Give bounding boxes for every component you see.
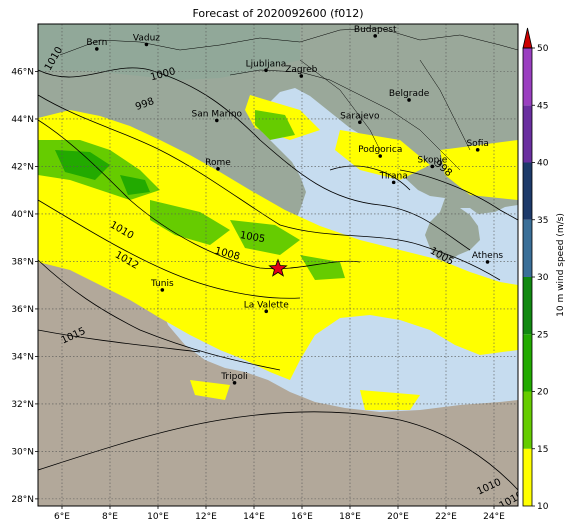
lat-tick-label: 38°N xyxy=(11,257,34,267)
colorbar-tick-label: 20 xyxy=(537,388,549,398)
colorbar-tick-label: 50 xyxy=(537,44,549,54)
colorbar-band xyxy=(523,277,532,335)
lon-tick-label: 8°E xyxy=(102,512,118,522)
city-dot xyxy=(475,148,480,152)
city-label: Belgrade xyxy=(389,89,430,99)
city-dot xyxy=(215,118,219,123)
wind-20-25-areas xyxy=(55,150,150,195)
colorbar-band xyxy=(523,219,532,277)
colorbar-tick-label: 30 xyxy=(537,273,549,283)
colorbar-band xyxy=(523,48,532,106)
city-dot xyxy=(264,68,268,73)
city-label: Podgorica xyxy=(358,145,402,155)
city-label: Vaduz xyxy=(133,33,160,43)
city-dot xyxy=(373,34,378,38)
city-dot xyxy=(485,260,490,264)
colorbar-tick-label: 25 xyxy=(537,330,548,340)
city-label: Tirana xyxy=(379,171,408,181)
city-dot xyxy=(144,42,149,47)
lat-tick-label: 32°N xyxy=(11,400,34,410)
lon-tick-label: 14°E xyxy=(243,512,265,522)
lon-tick-label: 12°E xyxy=(195,512,217,522)
colorbar-band xyxy=(523,334,532,392)
city-label: La Valette xyxy=(244,300,289,310)
colorbar-tick-label: 10 xyxy=(537,502,549,512)
city-label: Skopje xyxy=(417,155,447,165)
city-label: Rome xyxy=(205,158,231,168)
land-africa xyxy=(38,255,518,506)
latitude-ticks: 28°N 30°N 32°N 34°N 36°N 38°N 40°N 42°N 44°N 46°N xyxy=(11,67,38,505)
lon-tick-label: 22°E xyxy=(435,512,457,522)
map-title: Forecast of 2020092600 (f012) xyxy=(192,7,364,20)
city-dot xyxy=(430,164,435,169)
lon-tick-label: 24°E xyxy=(483,512,505,522)
lat-tick-label: 42°N xyxy=(11,162,34,172)
isobar-lines xyxy=(38,67,518,491)
city-label: Bern xyxy=(86,38,107,48)
city-label: Budapest xyxy=(354,25,397,35)
isobar-label-1005-center: 1005 xyxy=(239,230,266,245)
lat-tick-label: 34°N xyxy=(11,352,34,362)
colorbar-band xyxy=(523,391,532,449)
city-label: Tripoli xyxy=(220,372,248,382)
city-dot xyxy=(391,180,396,185)
colorbar-tick-label: 15 xyxy=(537,445,548,455)
city-dot xyxy=(216,167,220,171)
colorbar-label: 10 m wind speed (m/s) xyxy=(556,213,566,317)
city-label: Zagreb xyxy=(285,65,317,75)
city-label: Tunis xyxy=(150,279,174,289)
map-frame xyxy=(37,23,519,507)
city-dot xyxy=(407,98,411,102)
colorbar-band xyxy=(523,448,532,506)
city-dot xyxy=(232,380,237,385)
lon-tick-label: 20°E xyxy=(387,512,409,522)
city-label: San Marino xyxy=(192,109,243,119)
lat-tick-label: 44°N xyxy=(11,115,34,125)
lon-tick-label: 18°E xyxy=(339,512,361,522)
city-dot xyxy=(299,74,304,78)
grid-lines xyxy=(38,24,518,506)
city-label: Ljubljana xyxy=(246,59,287,69)
lat-tick-label: 40°N xyxy=(11,210,34,220)
lat-tick-label: 46°N xyxy=(11,67,34,77)
city-label: Sofia xyxy=(466,139,488,149)
lat-tick-label: 30°N xyxy=(11,447,34,457)
city-dot xyxy=(378,154,383,158)
lon-tick-label: 10°E xyxy=(147,512,169,522)
colorbar-band xyxy=(523,105,532,163)
wind-speed-colorbar: 10 15 20 25 30 35 40 45 50 xyxy=(522,27,549,512)
lon-tick-label: 6°E xyxy=(54,512,70,522)
colorbar-extend-arrow xyxy=(522,27,533,49)
colorbar-band xyxy=(523,162,532,220)
lon-tick-label: 16°E xyxy=(291,512,313,522)
city-dot xyxy=(358,120,362,125)
alps-area xyxy=(38,24,300,80)
city-dot xyxy=(95,47,99,51)
lat-tick-label: 28°N xyxy=(11,495,34,505)
city-dot xyxy=(160,288,165,292)
city-label: Sarajevo xyxy=(340,111,380,121)
longitude-ticks: 6°E 8°E 10°E 12°E 14°E 16°E 18°E 20°E 22°E 24°E xyxy=(54,506,505,522)
city-label: Athens xyxy=(472,251,503,261)
country-borders xyxy=(59,27,518,171)
colorbar-tick-label: 45 xyxy=(537,101,548,111)
colorbar-tick-label: 40 xyxy=(537,159,549,169)
city-dot xyxy=(264,309,269,314)
location-star-marker xyxy=(268,258,288,277)
lat-tick-label: 36°N xyxy=(11,305,34,315)
colorbar-tick-label: 35 xyxy=(537,216,548,226)
